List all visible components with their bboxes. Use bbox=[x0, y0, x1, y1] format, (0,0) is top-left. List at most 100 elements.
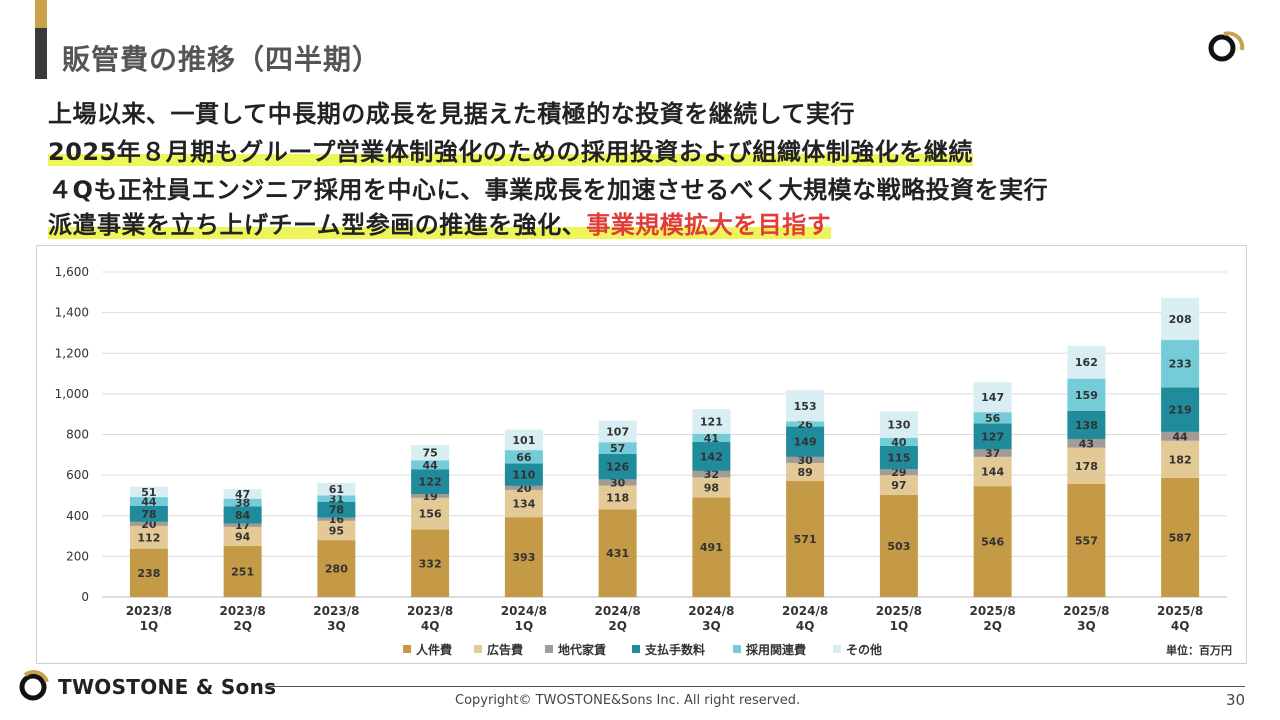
bar-segment bbox=[692, 409, 731, 434]
headline-2-text: 2025年８月期もグループ営業体制強化のための採用投資および組織体制強化を継続 bbox=[48, 138, 973, 166]
data-label: 571 bbox=[794, 533, 817, 546]
legend-swatch bbox=[632, 645, 640, 653]
y-tick-label: 1,000 bbox=[55, 387, 89, 401]
data-label: 431 bbox=[606, 547, 629, 560]
bar-segment bbox=[879, 469, 918, 476]
data-label: 38 bbox=[235, 497, 250, 510]
bar-segment bbox=[973, 449, 1012, 457]
bar-segment bbox=[129, 525, 168, 549]
data-label: 182 bbox=[1169, 453, 1192, 466]
data-label: 66 bbox=[516, 451, 532, 464]
data-label: 78 bbox=[141, 508, 156, 521]
bar-segment bbox=[973, 412, 1012, 424]
headline-4: 派遣事業を立ち上げチーム型参画の推進を強化、事業規模拡大を目指す bbox=[48, 205, 832, 240]
bar-segment bbox=[692, 497, 731, 597]
bar-segment bbox=[317, 517, 356, 521]
bar-segment bbox=[879, 475, 918, 495]
bar-segment bbox=[786, 481, 825, 597]
bar-segment bbox=[786, 390, 825, 422]
data-label: 101 bbox=[512, 434, 535, 447]
data-label: 121 bbox=[700, 415, 723, 428]
data-label: 78 bbox=[329, 504, 344, 517]
bar-segment bbox=[1067, 345, 1106, 379]
legend-label: 人件費 bbox=[416, 642, 452, 657]
data-label: 98 bbox=[704, 481, 719, 494]
data-label: 178 bbox=[1075, 460, 1098, 473]
x-tick-label: 1Q bbox=[140, 619, 159, 633]
bar-segment bbox=[1161, 340, 1200, 388]
bar-segment bbox=[692, 470, 731, 478]
bar-segment bbox=[879, 494, 918, 597]
footer-logo-icon bbox=[19, 670, 49, 701]
bar-segment bbox=[223, 506, 262, 524]
data-label: 587 bbox=[1169, 531, 1192, 544]
x-tick-label: 2023/8 bbox=[126, 604, 172, 618]
bar-segment bbox=[1067, 483, 1106, 597]
bar-segment bbox=[223, 498, 262, 507]
footer-brand: TWOSTONE & Sons bbox=[58, 675, 277, 699]
data-label: 97 bbox=[891, 479, 906, 492]
data-label: 153 bbox=[794, 400, 817, 413]
data-label: 238 bbox=[137, 567, 160, 580]
data-label: 112 bbox=[137, 531, 160, 544]
bar-segment bbox=[223, 489, 262, 499]
x-tick-label: 2023/8 bbox=[407, 604, 453, 618]
data-label: 115 bbox=[887, 452, 910, 465]
x-tick-label: 2Q bbox=[983, 619, 1002, 633]
legend-label: 地代家賃 bbox=[558, 642, 606, 657]
headline-4-text: 派遣事業を立ち上げチーム型参画の推進を強化、 bbox=[48, 211, 587, 239]
data-label: 159 bbox=[1075, 389, 1098, 402]
x-tick-label: 3Q bbox=[327, 619, 346, 633]
y-tick-label: 600 bbox=[66, 468, 89, 482]
bar-segment bbox=[504, 485, 543, 490]
x-tick-label: 2024/8 bbox=[501, 604, 547, 618]
x-tick-label: 1Q bbox=[515, 619, 534, 633]
footer-divider bbox=[265, 686, 1245, 687]
headline-4-emphasis: 事業規模拡大を目指す bbox=[586, 211, 832, 239]
bar-segment bbox=[504, 450, 543, 464]
bar-segment bbox=[973, 486, 1012, 597]
x-tick-label: 2025/8 bbox=[1157, 604, 1203, 618]
bar-segment bbox=[786, 421, 825, 427]
data-label: 208 bbox=[1169, 313, 1192, 326]
bar-segment bbox=[1161, 477, 1200, 597]
data-label: 30 bbox=[610, 476, 626, 489]
bar-segment bbox=[692, 442, 731, 471]
x-tick-label: 2024/8 bbox=[688, 604, 734, 618]
data-label: 156 bbox=[419, 508, 442, 521]
data-label: 31 bbox=[329, 493, 344, 506]
x-tick-label: 4Q bbox=[421, 619, 440, 633]
data-label: 95 bbox=[329, 524, 344, 537]
y-tick-label: 200 bbox=[66, 549, 89, 563]
data-label: 122 bbox=[419, 476, 442, 489]
bar-segment bbox=[1067, 447, 1106, 484]
x-tick-label: 2025/8 bbox=[1063, 604, 1109, 618]
data-label: 332 bbox=[419, 557, 442, 570]
sga-stacked-bar-chart: 0 200 400 600 800 1,000 1,200 1,400 1,600 238 112 2… bbox=[55, 265, 1232, 657]
data-label: 44 bbox=[422, 459, 438, 472]
bar-segment bbox=[504, 463, 543, 486]
y-tick-label: 0 bbox=[81, 590, 89, 604]
bar-segment bbox=[786, 456, 825, 463]
x-tick-label: 3Q bbox=[1077, 619, 1096, 633]
bar-segment bbox=[786, 426, 825, 457]
bar-segment bbox=[129, 521, 168, 526]
data-label: 134 bbox=[512, 498, 535, 511]
data-label: 29 bbox=[891, 466, 906, 479]
data-label: 30 bbox=[797, 454, 813, 467]
bar-segment bbox=[786, 462, 825, 482]
bar-segment bbox=[1067, 438, 1106, 448]
x-tick-label: 2023/8 bbox=[220, 604, 266, 618]
bar-segment bbox=[1161, 431, 1200, 441]
legend-swatch bbox=[545, 645, 553, 653]
data-label: 126 bbox=[606, 461, 629, 474]
headline-2: 2025年８月期もグループ営業体制強化のための採用投資および組織体制強化を継続 bbox=[48, 132, 973, 167]
legend-label: 支払手数料 bbox=[644, 642, 705, 657]
page-title: 販管費の推移（四半期） bbox=[62, 43, 382, 76]
data-label: 44 bbox=[1172, 430, 1188, 443]
headline-3: ４Qも正社員エンジニア採用を中心に、事業成長を加速させるべく大規模な戦略投資を実… bbox=[48, 176, 1049, 204]
bar-segment bbox=[129, 548, 168, 597]
y-tick-label: 800 bbox=[66, 428, 89, 442]
bar-segment bbox=[1161, 440, 1200, 478]
data-label: 219 bbox=[1169, 404, 1192, 417]
